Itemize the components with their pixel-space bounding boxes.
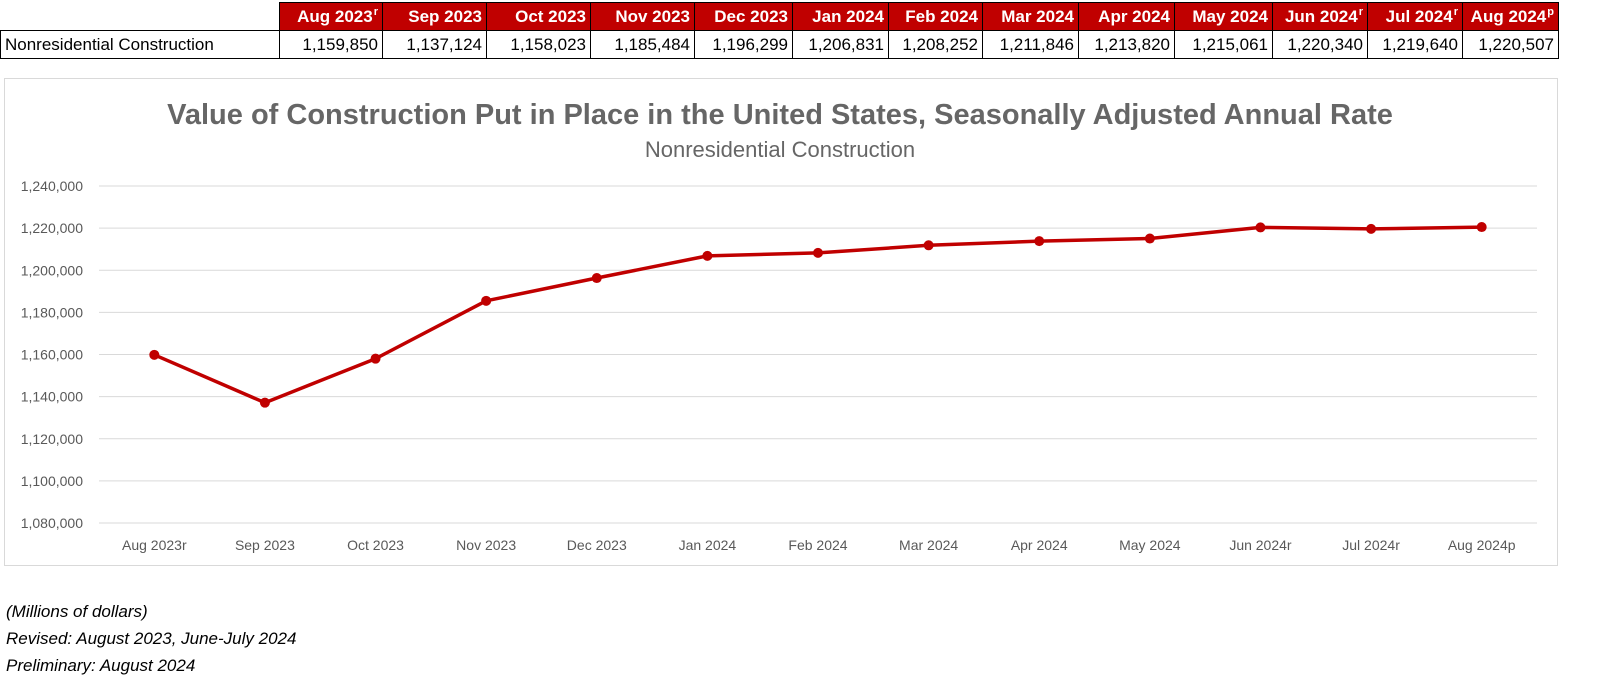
revision-mark: r bbox=[373, 6, 378, 18]
y-tick-label: 1,100,000 bbox=[21, 473, 83, 489]
table-cell: 1,185,484 bbox=[590, 30, 695, 59]
y-tick-label: 1,220,000 bbox=[21, 220, 83, 236]
column-header-label: Dec 2023 bbox=[714, 6, 788, 26]
column-header: Aug 2023r bbox=[279, 2, 383, 31]
data-point bbox=[702, 250, 713, 261]
table-row-label: Nonresidential Construction bbox=[0, 30, 280, 59]
data-point bbox=[149, 349, 160, 360]
revised-note: Revised: August 2023, June-July 2024 bbox=[6, 629, 297, 648]
series-nonresidential bbox=[149, 222, 1487, 408]
data-point bbox=[259, 397, 270, 408]
x-tick-label: Mar 2024 bbox=[899, 537, 958, 553]
y-axis-tick-labels: 1,080,000 1,100,000 1,120,000 1,140,000 1,16… bbox=[21, 178, 83, 531]
x-tick-label: Feb 2024 bbox=[788, 537, 847, 553]
column-header: Dec 2023 bbox=[694, 2, 793, 31]
x-tick-label: Aug 2024p bbox=[1448, 537, 1516, 553]
column-header: Apr 2024 bbox=[1078, 2, 1175, 31]
x-tick-label: May 2024 bbox=[1119, 537, 1181, 553]
column-header-label: Aug 2023 bbox=[297, 7, 373, 26]
column-header-label: Mar 2024 bbox=[1001, 6, 1074, 26]
column-header-label: Feb 2024 bbox=[905, 6, 978, 26]
chart-container: Value of Construction Put in Place in th… bbox=[4, 78, 1558, 566]
table-cell: 1,206,831 bbox=[792, 30, 889, 59]
table-cell: 1,213,820 bbox=[1078, 30, 1175, 59]
line-chart: Value of Construction Put in Place in th… bbox=[21, 99, 1537, 553]
x-tick-label: Sep 2023 bbox=[235, 537, 295, 553]
x-tick-label: Oct 2023 bbox=[347, 537, 404, 553]
x-tick-label: Apr 2024 bbox=[1011, 537, 1068, 553]
column-header-label: Nov 2023 bbox=[615, 6, 690, 26]
x-axis-tick-labels: Aug 2023r Sep 2023 Oct 2023 Nov 2023 Dec 202… bbox=[122, 537, 1516, 553]
y-tick-label: 1,200,000 bbox=[21, 262, 83, 278]
gridlines bbox=[99, 185, 1537, 524]
column-header-label: May 2024 bbox=[1192, 6, 1268, 26]
units-note: (Millions of dollars) bbox=[6, 602, 148, 621]
preliminary-note: Preliminary: August 2024 bbox=[6, 656, 196, 675]
chart-title: Value of Construction Put in Place in th… bbox=[167, 99, 1393, 131]
table-cell: 1,159,850 bbox=[279, 30, 383, 59]
data-point bbox=[1144, 233, 1155, 244]
data-point bbox=[591, 273, 602, 284]
column-header: Jan 2024 bbox=[792, 2, 889, 31]
footnotes: (Millions of dollars) Revised: August 20… bbox=[6, 598, 296, 679]
column-header-label: Jan 2024 bbox=[812, 6, 884, 26]
x-tick-label: Aug 2023r bbox=[122, 537, 187, 553]
y-tick-label: 1,120,000 bbox=[21, 431, 83, 447]
y-tick-label: 1,080,000 bbox=[21, 515, 83, 531]
table-corner-blank bbox=[1, 3, 280, 31]
data-point bbox=[813, 247, 823, 258]
y-tick-label: 1,140,000 bbox=[21, 389, 83, 405]
data-point bbox=[1366, 223, 1377, 234]
column-header-label: Apr 2024 bbox=[1098, 6, 1170, 26]
table-header-row: Aug 2023r Sep 2023 Oct 2023 Nov 2023 Dec 202… bbox=[1, 2, 1559, 31]
table-cell: 1,208,252 bbox=[888, 30, 983, 59]
column-header: Sep 2023 bbox=[382, 2, 487, 31]
x-tick-label: Jun 2024r bbox=[1229, 537, 1292, 553]
table-cell: 1,220,340 bbox=[1272, 30, 1368, 59]
revision-mark: r bbox=[1358, 6, 1363, 18]
column-header: Oct 2023 bbox=[486, 2, 591, 31]
table-cell: 1,196,299 bbox=[694, 30, 793, 59]
x-tick-label: Jan 2024 bbox=[679, 537, 737, 553]
revision-mark: r bbox=[1453, 6, 1458, 18]
column-header: May 2024 bbox=[1174, 2, 1273, 31]
x-tick-label: Dec 2023 bbox=[567, 537, 627, 553]
column-header-label: Jul 2024 bbox=[1385, 7, 1453, 26]
column-header: Jul 2024r bbox=[1367, 2, 1463, 31]
table-cell: 1,211,846 bbox=[982, 30, 1079, 59]
data-table: Aug 2023r Sep 2023 Oct 2023 Nov 2023 Dec 202… bbox=[0, 2, 1559, 59]
y-tick-label: 1,180,000 bbox=[21, 304, 83, 320]
column-header-label: Oct 2023 bbox=[515, 6, 586, 26]
table-row: Nonresidential Construction 1,159,850 1,1… bbox=[0, 30, 1559, 59]
column-header-label: Jun 2024 bbox=[1284, 7, 1358, 26]
data-point bbox=[370, 353, 381, 364]
column-header-label: Sep 2023 bbox=[408, 6, 482, 26]
column-header: Jun 2024r bbox=[1272, 2, 1368, 31]
data-point bbox=[481, 295, 492, 306]
table-cell: 1,137,124 bbox=[382, 30, 487, 59]
column-header: Feb 2024 bbox=[888, 2, 983, 31]
column-header: Aug 2024p bbox=[1462, 2, 1559, 31]
table-cell: 1,158,023 bbox=[486, 30, 591, 59]
data-point bbox=[1255, 222, 1266, 233]
column-header: Nov 2023 bbox=[590, 2, 695, 31]
y-tick-label: 1,240,000 bbox=[21, 178, 83, 194]
data-point bbox=[1034, 236, 1045, 247]
table-cell: 1,219,640 bbox=[1367, 30, 1463, 59]
table-cell: 1,215,061 bbox=[1174, 30, 1273, 59]
revision-mark: p bbox=[1547, 6, 1554, 18]
data-point bbox=[923, 240, 934, 251]
table-cell: 1,220,507 bbox=[1462, 30, 1559, 59]
chart-subtitle: Nonresidential Construction bbox=[645, 137, 915, 162]
x-tick-label: Nov 2023 bbox=[456, 537, 516, 553]
y-tick-label: 1,160,000 bbox=[21, 347, 83, 363]
x-tick-label: Jul 2024r bbox=[1342, 537, 1400, 553]
column-header-label: Aug 2024 bbox=[1470, 7, 1547, 26]
column-header: Mar 2024 bbox=[982, 2, 1079, 31]
data-point bbox=[1476, 222, 1487, 233]
